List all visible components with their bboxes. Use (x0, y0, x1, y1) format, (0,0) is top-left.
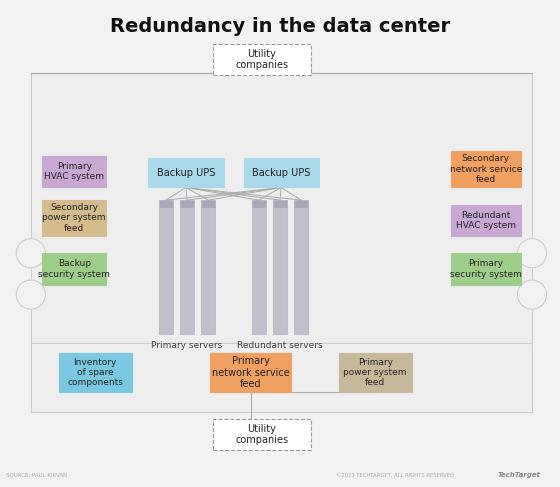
FancyBboxPatch shape (42, 156, 106, 187)
Text: SOURCE: PAUL KIRVAN: SOURCE: PAUL KIRVAN (6, 473, 67, 478)
FancyBboxPatch shape (273, 207, 287, 334)
Text: Primary
security system: Primary security system (450, 260, 522, 279)
FancyBboxPatch shape (295, 207, 308, 334)
FancyBboxPatch shape (42, 253, 106, 285)
Text: TechTarget: TechTarget (497, 472, 540, 478)
FancyBboxPatch shape (213, 44, 311, 75)
Text: Backup UPS: Backup UPS (157, 168, 216, 178)
FancyBboxPatch shape (59, 353, 132, 392)
Text: Primary servers: Primary servers (151, 341, 223, 350)
Text: Redundancy in the data center: Redundancy in the data center (110, 17, 450, 37)
FancyBboxPatch shape (252, 207, 266, 334)
Text: Primary
HVAC system: Primary HVAC system (44, 162, 104, 181)
FancyBboxPatch shape (339, 353, 412, 392)
Text: Secondary
network service
feed: Secondary network service feed (450, 154, 522, 184)
Text: Backup
security system: Backup security system (38, 260, 110, 279)
FancyBboxPatch shape (451, 205, 521, 236)
Ellipse shape (16, 280, 45, 309)
Ellipse shape (16, 239, 45, 268)
FancyBboxPatch shape (202, 207, 215, 334)
FancyBboxPatch shape (295, 200, 308, 207)
FancyBboxPatch shape (31, 73, 532, 343)
FancyBboxPatch shape (159, 207, 172, 334)
FancyBboxPatch shape (273, 200, 287, 207)
FancyBboxPatch shape (148, 158, 224, 187)
FancyBboxPatch shape (210, 353, 291, 392)
FancyBboxPatch shape (159, 200, 172, 207)
Text: Redundant servers: Redundant servers (237, 341, 323, 350)
FancyBboxPatch shape (31, 343, 532, 412)
Text: Secondary
power system
feed: Secondary power system feed (43, 203, 106, 233)
Text: Redundant
HVAC system: Redundant HVAC system (456, 211, 516, 230)
Text: Inventory
of spare
components: Inventory of spare components (67, 357, 123, 388)
Text: Utility
companies: Utility companies (235, 49, 288, 71)
Text: Primary
network service
feed: Primary network service feed (212, 356, 290, 389)
FancyBboxPatch shape (451, 253, 521, 285)
FancyBboxPatch shape (202, 200, 215, 207)
FancyBboxPatch shape (180, 207, 194, 334)
Text: Utility
companies: Utility companies (235, 424, 288, 446)
FancyBboxPatch shape (42, 200, 106, 236)
FancyBboxPatch shape (451, 151, 521, 187)
Ellipse shape (517, 280, 547, 309)
Ellipse shape (517, 239, 547, 268)
Text: Backup UPS: Backup UPS (252, 168, 311, 178)
Text: ©2023 TECHTARGET, ALL RIGHTS RESERVED: ©2023 TECHTARGET, ALL RIGHTS RESERVED (336, 473, 454, 478)
FancyBboxPatch shape (213, 419, 311, 450)
FancyBboxPatch shape (252, 200, 266, 207)
Text: Primary
power system
feed: Primary power system feed (343, 357, 407, 388)
FancyBboxPatch shape (180, 200, 194, 207)
FancyBboxPatch shape (244, 158, 319, 187)
